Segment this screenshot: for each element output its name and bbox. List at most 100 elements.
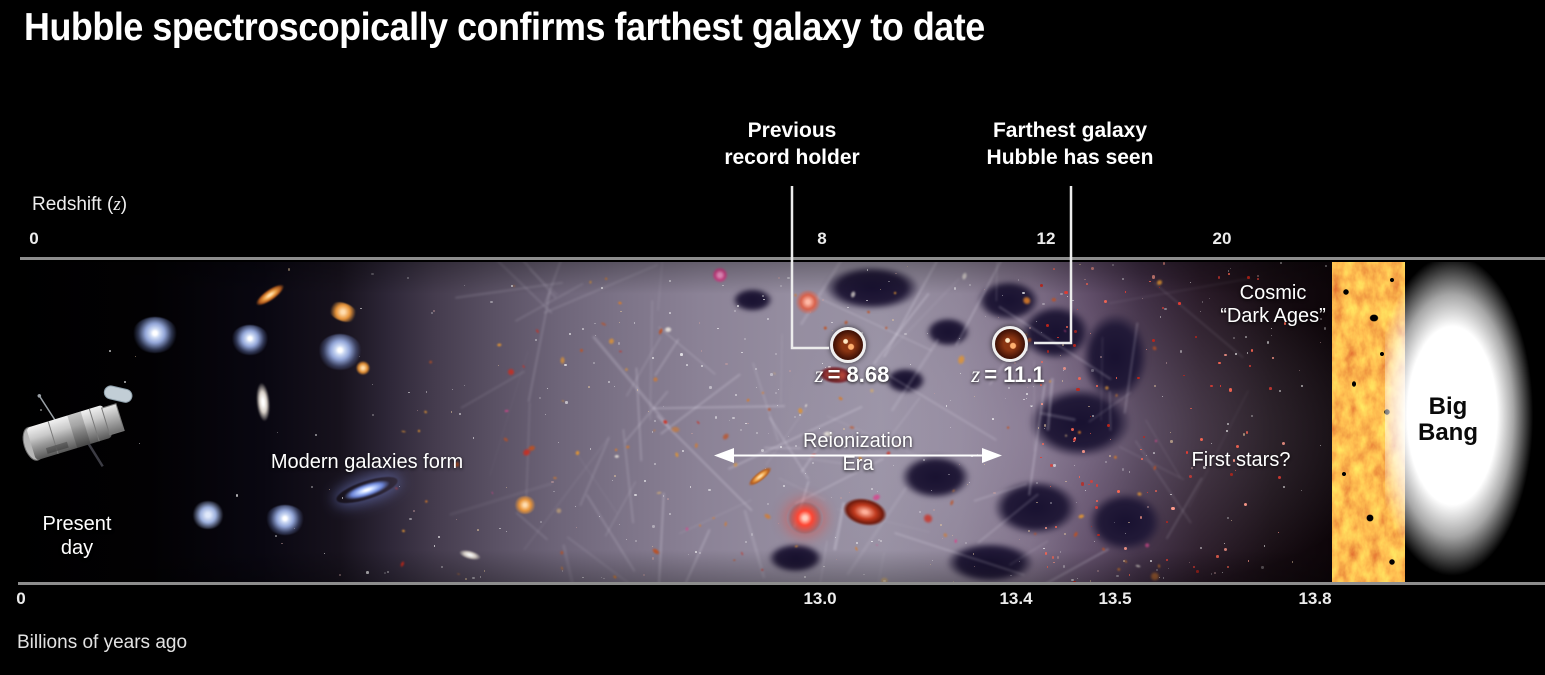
decor-dot	[744, 337, 747, 340]
decor-dot	[1247, 560, 1250, 562]
decor-dot	[603, 577, 605, 580]
decor-dot	[1007, 386, 1011, 389]
decor-dot	[1250, 349, 1254, 352]
decor-dot	[613, 474, 616, 477]
decor-dot	[1085, 283, 1088, 286]
decor-dot	[642, 574, 645, 577]
decor-dot	[952, 580, 954, 582]
reionization-line2: Era	[842, 453, 874, 475]
decor-dot	[433, 545, 435, 547]
decor-dot	[472, 577, 475, 580]
callout-label-previous-line2: record holder	[724, 146, 860, 169]
decor-dot	[1183, 374, 1185, 377]
decor-dot	[1055, 525, 1058, 529]
cosmic-band: Present day Modern galaxies form Reioniz…	[0, 262, 1545, 582]
present-day-line1: Present	[42, 513, 112, 535]
decor-dot	[1226, 565, 1229, 568]
decor-dot	[1278, 390, 1281, 393]
decor-dot	[635, 539, 638, 543]
decor-dot	[972, 553, 975, 555]
decor-dot	[836, 558, 838, 560]
decor-dot	[1036, 501, 1038, 504]
decor-dot	[763, 298, 766, 301]
decor-dot	[821, 430, 836, 438]
decor-dot	[1191, 467, 1193, 469]
decor-dot	[1043, 428, 1045, 430]
decor-dot	[1041, 443, 1044, 446]
decor-dot	[1170, 440, 1173, 443]
decor-dot	[1013, 362, 1016, 365]
decor-dot	[1153, 385, 1157, 388]
decor-dot	[360, 308, 362, 310]
decor-dot	[709, 386, 712, 389]
decor-dot	[879, 539, 883, 543]
decor-dot	[1037, 427, 1040, 429]
decor-dot	[600, 577, 602, 579]
decor-dot	[950, 400, 952, 402]
decor-dot	[416, 409, 419, 412]
decor-dot	[1089, 580, 1092, 582]
decor-dot	[1139, 516, 1143, 519]
decor-dot	[490, 300, 493, 304]
decor-dot	[1046, 566, 1048, 568]
decor-dot	[1079, 263, 1081, 265]
decor-dot	[1022, 291, 1025, 294]
callout-label-farthest-line2: Hubble has seen	[986, 146, 1154, 169]
decor-dot	[1256, 275, 1259, 278]
decor-dot	[793, 415, 796, 418]
decor-dot	[568, 333, 571, 336]
decor-dot	[463, 384, 466, 387]
decor-dot	[775, 392, 777, 395]
decor-dot	[973, 396, 976, 398]
decor-dot	[834, 536, 837, 539]
decor-dot	[1227, 516, 1230, 519]
decor-dot	[891, 318, 895, 322]
callout-label-previous: Previous record holder	[632, 117, 952, 171]
decor-dot	[1072, 299, 1074, 302]
decor-dot	[698, 322, 700, 324]
decor-dot	[465, 578, 467, 580]
callout-label-previous-line1: Previous	[747, 119, 837, 142]
callout-label-farthest-line1: Farthest galaxy	[992, 119, 1148, 142]
decor-gal g-sb	[265, 505, 305, 535]
decor-dot	[681, 450, 685, 453]
decor-dot	[754, 368, 757, 371]
decor-dot	[1062, 366, 1066, 370]
decor-dot	[1060, 551, 1062, 553]
decor-dot	[1280, 262, 1283, 265]
decor-blob	[918, 312, 978, 352]
decor-dot	[774, 352, 778, 356]
decor-dot	[1244, 502, 1248, 506]
decor-dot	[1151, 338, 1156, 343]
decor-dot	[1234, 470, 1237, 472]
decor-dot	[767, 317, 770, 320]
decor-dot	[1046, 349, 1050, 353]
decor-dot	[407, 277, 410, 280]
decor-dot	[1271, 356, 1274, 360]
decor-dot	[1221, 571, 1224, 574]
decor-dot	[974, 565, 975, 567]
decor-dot	[416, 429, 422, 433]
decor-dot	[1233, 337, 1236, 339]
decor-dot	[1116, 575, 1119, 578]
decor-dot	[1324, 265, 1328, 268]
decor-dot	[498, 527, 501, 530]
decor-dot	[984, 464, 986, 466]
decor-dot	[1224, 353, 1228, 357]
decor-dot	[1171, 506, 1175, 511]
decor-dot	[960, 372, 962, 374]
decor-dot	[900, 440, 902, 443]
decor-dot	[1116, 490, 1120, 494]
decor-dot	[1283, 485, 1286, 488]
decor-dot	[734, 394, 738, 397]
decor-dot	[1228, 272, 1231, 275]
decor-dot	[1063, 532, 1067, 536]
decor-dot	[1040, 383, 1043, 386]
decor-dot	[798, 414, 801, 417]
time-tick-13-8: 13.8	[1298, 589, 1332, 608]
decor-dot	[1040, 360, 1044, 364]
decor-dot	[1073, 464, 1076, 467]
decor-dot	[1109, 438, 1112, 440]
decor-dot	[1195, 336, 1198, 339]
decor-dot	[756, 432, 759, 435]
